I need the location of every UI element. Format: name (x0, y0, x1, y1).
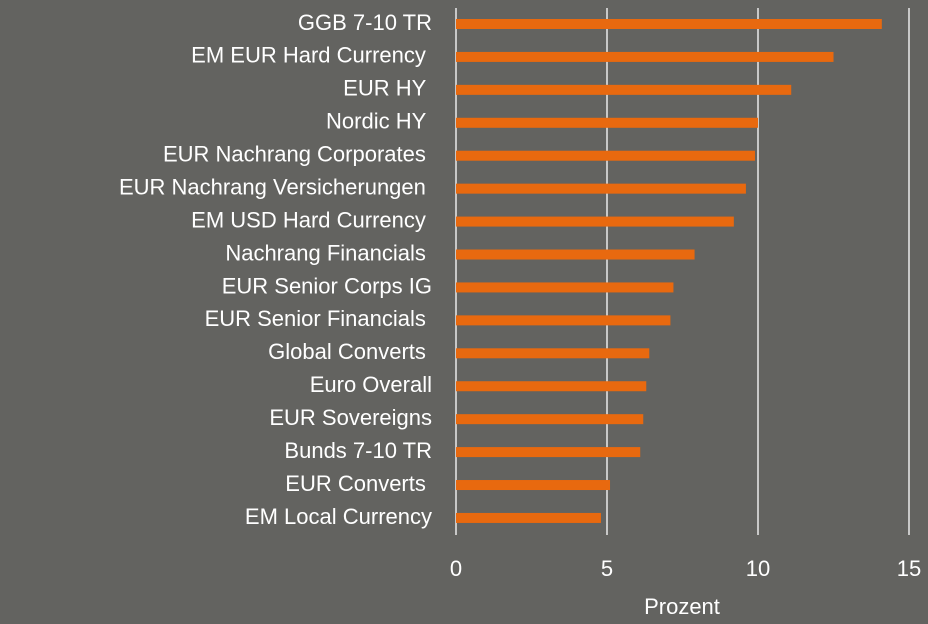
y-tick-label: EUR Senior Financials (205, 306, 432, 331)
bar (456, 512, 601, 523)
bar (456, 480, 611, 491)
x-tick-label: 15 (897, 556, 921, 581)
y-tick-label: EUR HY (343, 76, 432, 101)
y-tick-label: EUR Converts (285, 471, 432, 496)
y-tick-label: Global Converts (268, 339, 432, 364)
bar (456, 315, 671, 326)
x-tick-label: 10 (746, 556, 770, 581)
y-tick-label: Nordic HY (326, 109, 432, 134)
y-tick-label: EUR Senior Corps IG (222, 273, 432, 298)
bar (456, 216, 734, 227)
y-tick-label: EUR Nachrang Corporates (163, 142, 432, 167)
y-tick-label: EUR Sovereigns (269, 405, 432, 430)
bar (456, 19, 882, 29)
bar (456, 51, 834, 62)
y-tick-label: Nachrang Financials (225, 240, 432, 265)
bar (456, 249, 695, 260)
x-tick-label: 5 (601, 556, 613, 581)
y-tick-label: EM USD Hard Currency (191, 207, 432, 232)
y-tick-label: EM EUR Hard Currency (191, 43, 432, 68)
bar (456, 348, 650, 359)
x-tick-label: 0 (450, 556, 462, 581)
y-tick-label: Bunds 7-10 TR (284, 438, 432, 463)
bar (456, 447, 641, 458)
bar (456, 381, 647, 392)
bar (456, 117, 758, 128)
bar (456, 84, 792, 95)
y-tick-label: EM Local Currency (245, 504, 432, 529)
bar (456, 414, 644, 425)
bar (456, 150, 755, 161)
y-tick-label: Euro Overall (310, 372, 432, 397)
bar (456, 282, 674, 293)
y-tick-label: EUR Nachrang Versicherungen (119, 174, 432, 199)
bar (456, 183, 746, 194)
x-axis-label: Prozent (644, 594, 720, 619)
y-tick-label: GGB 7-10 TR (298, 10, 432, 35)
